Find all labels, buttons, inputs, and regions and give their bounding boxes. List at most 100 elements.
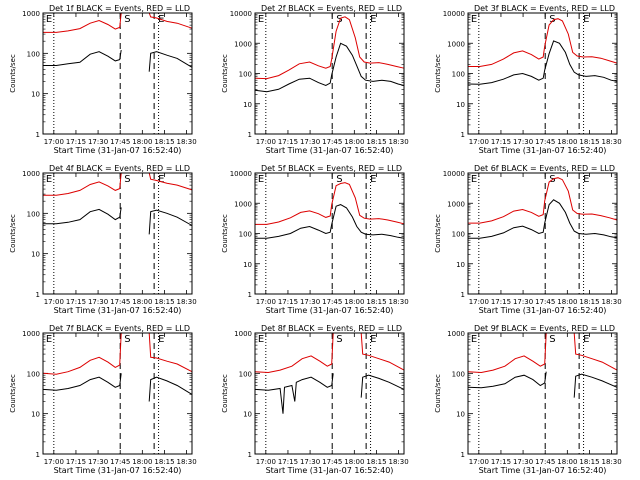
marker-label: E <box>158 174 164 185</box>
chart-panel-4f: Det 4f BLACK = Events, RED = LLD Counts/s… <box>9 164 197 315</box>
series-lld-line <box>254 16 405 80</box>
chart-panel-1f: Det 1f BLACK = Events, RED = LLD Counts/s… <box>9 4 197 155</box>
x-tick-label: 17:00 <box>44 138 64 146</box>
series-lld-line <box>467 332 618 374</box>
x-tick-label: 17:45 <box>535 458 555 466</box>
x-tick-label: 17:15 <box>491 138 511 146</box>
series-events-line <box>255 204 405 239</box>
series-lld-line <box>255 182 405 225</box>
x-axis-label: Start Time (31-Jan-07 16:52:40) <box>266 306 394 315</box>
y-tick-label: 1000 <box>447 200 465 208</box>
plot-frame <box>42 12 193 135</box>
y-tick-label: 10000 <box>230 170 252 178</box>
x-tick-label: 18:30 <box>388 298 408 306</box>
x-tick-label: 17:45 <box>110 458 130 466</box>
x-tick-label: 17:15 <box>278 138 298 146</box>
y-tick-label: 1 <box>461 291 465 299</box>
plot-frame <box>254 172 405 295</box>
y-tick-label: 1 <box>461 131 465 139</box>
marker-label: E <box>583 174 589 185</box>
y-tick-label: 1000 <box>447 40 465 48</box>
chart-panel-9f: Det 9f BLACK = Events, RED = LLD Counts/s… <box>434 324 622 475</box>
x-tick-label: 18:15 <box>366 298 386 306</box>
x-tick-label: 18:15 <box>154 458 174 466</box>
x-axis-label: Start Time (31-Jan-07 16:52:40) <box>479 306 607 315</box>
y-axis-label: Counts/sec <box>9 214 17 253</box>
plot-frame <box>42 332 193 455</box>
x-tick-label: 17:30 <box>300 138 320 146</box>
x-tick-label: 17:15 <box>66 458 86 466</box>
x-tick-label: 17:45 <box>110 298 130 306</box>
x-tick-label: 18:00 <box>344 458 364 466</box>
y-tick-label: 1 <box>36 291 40 299</box>
x-tick-label: 18:00 <box>557 458 577 466</box>
x-tick-label: 18:00 <box>344 138 364 146</box>
x-tick-label: 18:15 <box>579 458 599 466</box>
marker-label: E <box>370 174 376 185</box>
y-tick-label: 10 <box>31 411 40 419</box>
x-tick-label: 18:30 <box>176 298 196 306</box>
y-tick-label: 100 <box>239 370 252 378</box>
chart-panel-2f: Det 2f BLACK = Events, RED = LLD Counts/s… <box>221 4 409 155</box>
plot-frame <box>254 12 405 135</box>
marker-label: E <box>471 334 477 345</box>
marker-label: S <box>336 174 342 185</box>
marker-label: E <box>583 334 589 345</box>
chart-title: Det 4f BLACK = Events, RED = LLD <box>49 164 190 173</box>
chart-panel-8f: Det 8f BLACK = Events, RED = LLD Counts/s… <box>221 324 409 475</box>
x-tick-label: 18:00 <box>557 298 577 306</box>
y-tick-label: 1000 <box>22 10 40 18</box>
chart-panel-6f: Det 6f BLACK = Events, RED = LLD Counts/s… <box>434 164 622 315</box>
y-tick-label: 1 <box>248 131 252 139</box>
marker-label: E <box>258 14 264 25</box>
x-tick-label: 18:15 <box>579 138 599 146</box>
plot-frame <box>42 172 193 295</box>
x-tick-label: 17:45 <box>322 458 342 466</box>
x-tick-label: 17:15 <box>278 298 298 306</box>
chart-title: Det 9f BLACK = Events, RED = LLD <box>474 324 615 333</box>
chart-panel-3f: Det 3f BLACK = Events, RED = LLD Counts/s… <box>434 4 622 155</box>
y-tick-label: 1 <box>248 291 252 299</box>
y-tick-label: 10000 <box>443 10 465 18</box>
x-tick-label: 17:15 <box>66 298 86 306</box>
x-axis-label: Start Time (31-Jan-07 16:52:40) <box>266 466 394 475</box>
marker-label: E <box>370 334 376 345</box>
x-tick-label: 17:15 <box>66 138 86 146</box>
marker-label: S <box>124 334 130 345</box>
x-tick-label: 17:45 <box>322 138 342 146</box>
y-tick-label: 100 <box>452 71 465 79</box>
series-lld-line <box>468 177 618 224</box>
series-lld-line <box>42 332 193 375</box>
x-tick-label: 17:30 <box>513 458 533 466</box>
series-events-line <box>43 50 193 72</box>
series-lld-line <box>468 18 618 67</box>
x-axis-label: Start Time (31-Jan-07 16:52:40) <box>266 146 394 155</box>
x-tick-label: 18:30 <box>176 458 196 466</box>
y-tick-label: 10 <box>456 411 465 419</box>
y-tick-label: 100 <box>27 370 40 378</box>
marker-label: S <box>124 174 130 185</box>
marker-label: E <box>158 334 164 345</box>
marker-label: E <box>471 14 477 25</box>
series-events-line <box>254 373 405 414</box>
x-axis-label: Start Time (31-Jan-07 16:52:40) <box>54 306 182 315</box>
marker-label: S <box>549 14 555 25</box>
x-tick-label: 17:00 <box>44 458 64 466</box>
x-tick-label: 18:00 <box>132 138 152 146</box>
y-axis-label: Counts/sec <box>9 54 17 93</box>
chart-title: Det 6f BLACK = Events, RED = LLD <box>474 164 615 173</box>
x-tick-label: 18:30 <box>601 458 621 466</box>
x-axis-label: Start Time (31-Jan-07 16:52:40) <box>54 466 182 475</box>
x-tick-label: 18:00 <box>344 298 364 306</box>
x-tick-label: 18:15 <box>154 138 174 146</box>
y-axis-label: Counts/sec <box>434 374 442 413</box>
x-tick-label: 18:00 <box>557 138 577 146</box>
marker-label: E <box>46 334 52 345</box>
y-axis-label: Counts/sec <box>434 54 442 93</box>
y-tick-label: 1000 <box>234 200 252 208</box>
series-lld-line <box>254 332 405 374</box>
x-tick-label: 18:15 <box>366 138 386 146</box>
x-tick-label: 17:30 <box>300 298 320 306</box>
series-events-line <box>468 199 618 239</box>
